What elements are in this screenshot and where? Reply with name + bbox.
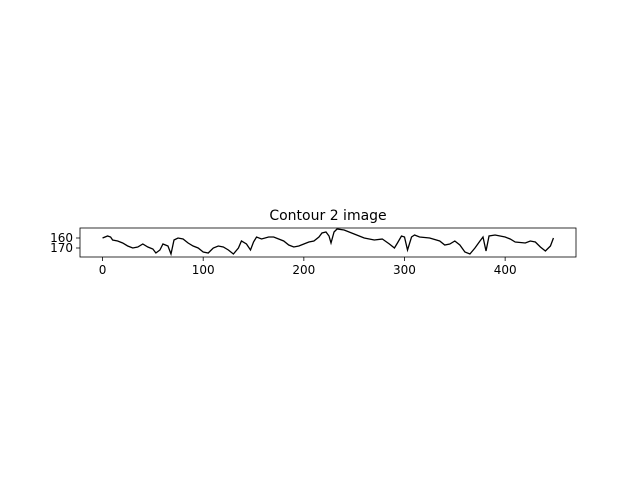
axes-frame bbox=[79, 227, 577, 258]
y-tick-label: 160 bbox=[50, 231, 73, 245]
x-tick-label: 100 bbox=[192, 263, 215, 277]
x-tick-label: 200 bbox=[292, 263, 315, 277]
x-tick-label: 300 bbox=[393, 263, 416, 277]
line bbox=[102, 228, 555, 257]
x-tick-label: 400 bbox=[494, 263, 517, 277]
y-tick-label: 170 bbox=[50, 241, 73, 255]
x-tick-label: 0 bbox=[99, 263, 107, 277]
chart-title: Contour 2 image bbox=[269, 208, 386, 224]
